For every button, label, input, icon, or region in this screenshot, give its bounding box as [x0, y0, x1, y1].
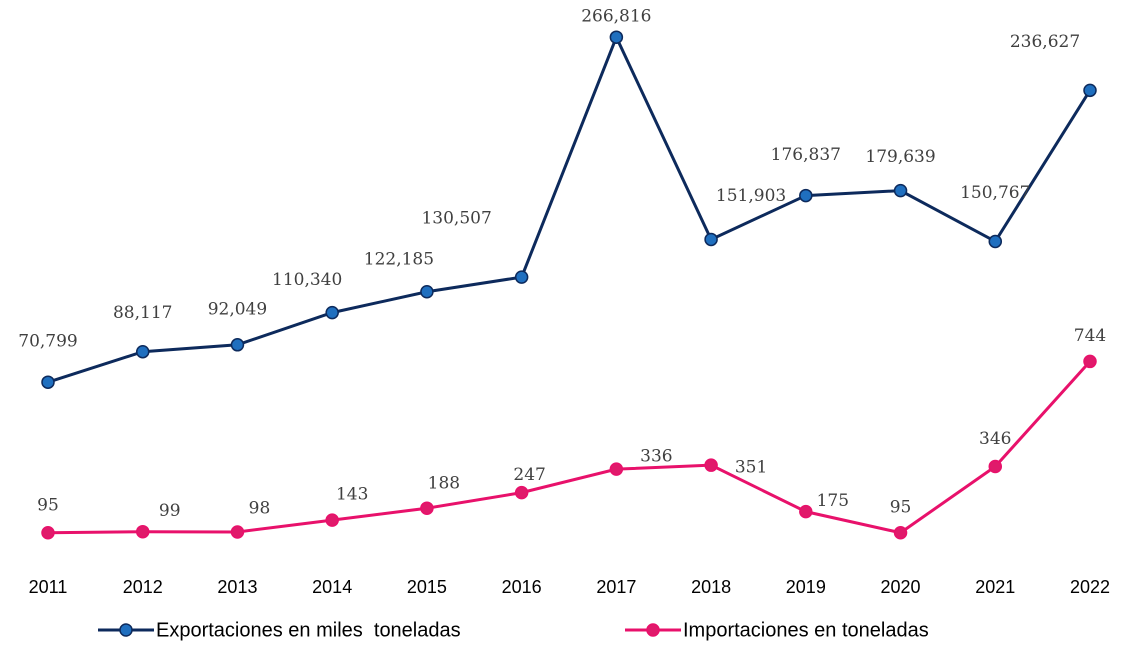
marker: [988, 234, 1003, 249]
x-tick-label: 2014: [312, 577, 352, 597]
x-tick-label: 2017: [596, 577, 636, 597]
marker: [1083, 354, 1097, 369]
legend-marker: [646, 623, 660, 637]
marker: [893, 183, 908, 198]
x-tick-label: 2018: [691, 577, 731, 597]
legend-marker: [119, 623, 133, 637]
marker: [230, 338, 245, 352]
marker: [799, 504, 813, 519]
data-label: 336: [640, 447, 672, 467]
marker: [893, 526, 908, 540]
marker: [135, 524, 150, 539]
marker: [41, 375, 55, 389]
marker: [609, 30, 624, 44]
data-label: 98: [249, 498, 271, 518]
marker: [704, 458, 718, 472]
marker: [420, 285, 434, 299]
data-label: 95: [890, 497, 912, 517]
marker: [704, 232, 718, 247]
data-label: 346: [979, 429, 1011, 449]
marker: [1083, 83, 1097, 98]
x-tick-label: 2015: [407, 577, 447, 597]
data-label: 176,837: [771, 145, 841, 165]
data-label: 130,507: [421, 209, 491, 229]
data-label: 151,903: [716, 186, 786, 206]
data-label: 188: [428, 474, 460, 494]
data-label: 92,049: [208, 299, 267, 319]
marker: [988, 459, 1003, 474]
data-label: 88,117: [113, 303, 172, 323]
data-label: 122,185: [364, 249, 434, 269]
marker: [609, 462, 624, 476]
data-label: 99: [159, 501, 181, 521]
legend-label: Importaciones en toneladas: [683, 619, 929, 641]
x-tick-label: 2020: [881, 577, 921, 597]
data-label: 236,627: [1010, 32, 1080, 52]
series-line: [47, 360, 1092, 535]
legend-item: Exportaciones en miles toneladas: [98, 619, 461, 641]
legend-label: Exportaciones en miles toneladas: [156, 619, 461, 641]
marker: [135, 344, 150, 359]
marker: [230, 525, 245, 539]
data-label: 143: [336, 485, 368, 505]
marker: [514, 270, 529, 284]
x-tick-label: 2019: [786, 577, 826, 597]
data-label: 179,639: [865, 147, 935, 167]
marker: [325, 513, 339, 527]
legend-item: Importaciones en toneladas: [625, 619, 929, 641]
data-label: 95: [37, 495, 59, 515]
data-label: 744: [1074, 326, 1106, 346]
marker: [41, 526, 55, 540]
data-label: 266,816: [581, 7, 651, 27]
data-label: 150,767: [960, 183, 1030, 203]
data-label: 247: [513, 465, 545, 485]
x-tick-label: 2012: [123, 577, 163, 597]
data-label: 351: [735, 458, 767, 478]
marker: [799, 188, 813, 203]
x-tick-label: 2021: [975, 577, 1015, 597]
data-label: 70,799: [18, 332, 77, 352]
x-tick-label: 2016: [502, 577, 542, 597]
data-label: 175: [817, 491, 849, 511]
marker: [420, 501, 434, 515]
series-line: [47, 33, 1092, 384]
marker: [325, 305, 339, 320]
data-label: 110,340: [272, 270, 342, 290]
x-tick-label: 2022: [1070, 577, 1110, 597]
marker: [514, 485, 529, 500]
x-tick-label: 2011: [29, 577, 68, 597]
x-tick-label: 2013: [217, 577, 257, 597]
